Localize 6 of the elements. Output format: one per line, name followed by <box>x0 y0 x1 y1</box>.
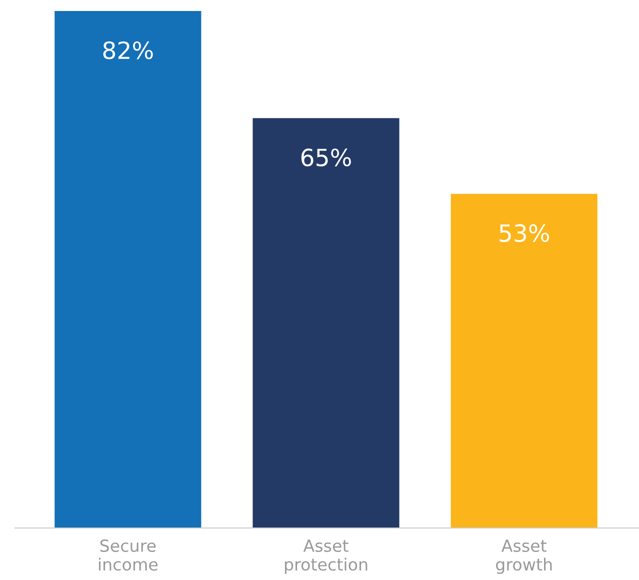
data-label: 82% <box>103 41 153 60</box>
data-label: 53% <box>500 224 550 242</box>
x-tick-label: Secure income <box>98 539 158 571</box>
x-tick-label: Asset protection <box>284 540 368 574</box>
data-label: 65% <box>301 148 351 166</box>
x-tick-label: Asset growth <box>496 540 552 574</box>
